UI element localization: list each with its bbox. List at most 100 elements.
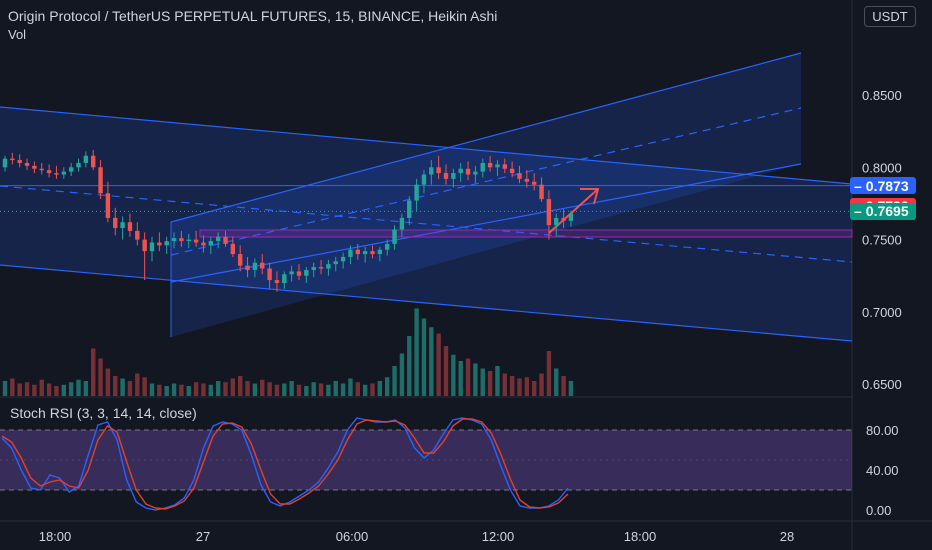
price-axis-tick: 0.6500 xyxy=(862,377,902,392)
volume-bar xyxy=(414,308,419,396)
candle-body xyxy=(480,162,485,172)
candle-body xyxy=(546,199,552,226)
candle-body xyxy=(68,167,74,172)
candle-body xyxy=(76,162,81,168)
candle-body xyxy=(318,267,324,269)
rsi-band-fill xyxy=(0,430,852,490)
volume-bar xyxy=(68,382,74,396)
currency-button[interactable]: USDT xyxy=(864,6,916,27)
candle-body xyxy=(245,265,250,270)
volume-bar xyxy=(289,381,294,396)
rsi-axis-tick: 0.00 xyxy=(866,503,891,518)
volume-bar xyxy=(238,376,243,396)
falling-channel-lower xyxy=(0,264,853,342)
volume-bar xyxy=(260,379,265,396)
candle-body xyxy=(179,238,184,242)
volume-bar xyxy=(91,348,96,396)
rising-channel-lower xyxy=(170,163,802,283)
volume-bar xyxy=(568,381,574,396)
volume-bar xyxy=(443,346,449,396)
volume-bar xyxy=(554,368,559,396)
candle-body xyxy=(186,239,191,242)
volume-bar xyxy=(362,384,368,396)
volume-bar xyxy=(267,382,272,396)
projection-arrow-line xyxy=(548,188,599,234)
price-tag-last: –0.7695 xyxy=(850,202,916,220)
candle-body xyxy=(142,239,147,252)
candle-body xyxy=(238,254,243,266)
candle-body xyxy=(311,267,316,270)
candle-body xyxy=(532,181,537,185)
price-axis-tick: 0.7000 xyxy=(862,305,902,320)
volume-bar xyxy=(76,379,81,396)
candle-body xyxy=(304,269,309,276)
candle-body xyxy=(333,261,338,265)
volume-bar xyxy=(495,366,500,396)
stoch-rsi-label[interactable]: Stoch RSI (3, 3, 14, 14, close) xyxy=(10,405,197,421)
volume-bar xyxy=(32,384,37,396)
candle-body xyxy=(10,158,15,161)
time-axis-tick: 12:00 xyxy=(482,529,515,544)
candle-body xyxy=(164,241,169,246)
stoch-d-line xyxy=(1,418,569,510)
volume-bar xyxy=(149,383,155,396)
candle-body xyxy=(399,217,405,230)
candle-body xyxy=(561,217,566,221)
candle-body xyxy=(568,213,574,221)
candle-body xyxy=(201,242,206,246)
volume-bar xyxy=(311,382,316,396)
volume-bar xyxy=(215,381,221,396)
volume-bar xyxy=(105,368,111,396)
candle-body xyxy=(274,280,280,283)
volume-bar xyxy=(24,382,30,396)
candle-body xyxy=(429,167,434,175)
candle-body xyxy=(120,222,125,229)
volume-bar xyxy=(392,366,397,396)
volume-bar xyxy=(46,383,52,396)
candle-body xyxy=(91,155,96,168)
volume-bar xyxy=(120,378,125,396)
candle-body xyxy=(2,158,8,168)
candle-body xyxy=(539,184,544,200)
candle-body xyxy=(105,193,111,218)
volume-bar xyxy=(377,381,383,396)
candle-body xyxy=(370,251,375,255)
candle-body xyxy=(392,229,397,244)
volume-label: Vol xyxy=(8,27,27,42)
volume-bar xyxy=(113,376,118,396)
candle-body xyxy=(355,249,360,255)
volume-bar xyxy=(370,383,375,396)
volume-bar xyxy=(517,378,522,396)
volume-bar xyxy=(429,327,434,396)
volume-bar xyxy=(10,378,15,396)
candle-body xyxy=(24,162,30,166)
volume-bar xyxy=(539,373,544,396)
falling-channel-median xyxy=(0,185,853,263)
candle-body xyxy=(289,271,294,275)
candle-body xyxy=(443,173,449,179)
candle-body xyxy=(296,271,302,276)
volume-bar xyxy=(348,378,353,396)
candle-body xyxy=(458,168,463,174)
volume-bar xyxy=(135,373,140,396)
falling-channel-upper xyxy=(0,106,853,185)
candle-body xyxy=(208,241,213,246)
time-axis-tick: 06:00 xyxy=(336,529,369,544)
volume-bar xyxy=(2,381,8,396)
volume-bar xyxy=(333,381,338,396)
rising-channel-upper xyxy=(170,52,802,223)
volume-bar xyxy=(532,381,537,396)
volume-bar xyxy=(17,383,22,396)
volume-bar xyxy=(252,383,258,396)
volume-bar xyxy=(61,384,66,396)
candle-body xyxy=(171,238,177,242)
candle-body xyxy=(340,256,346,262)
candle-body xyxy=(230,243,236,255)
volume-bar xyxy=(208,384,213,396)
volume-bar xyxy=(98,358,103,396)
candle-body xyxy=(348,249,353,257)
rsi-axis-tick: 40.00 xyxy=(866,463,899,478)
candle-body xyxy=(414,184,419,201)
